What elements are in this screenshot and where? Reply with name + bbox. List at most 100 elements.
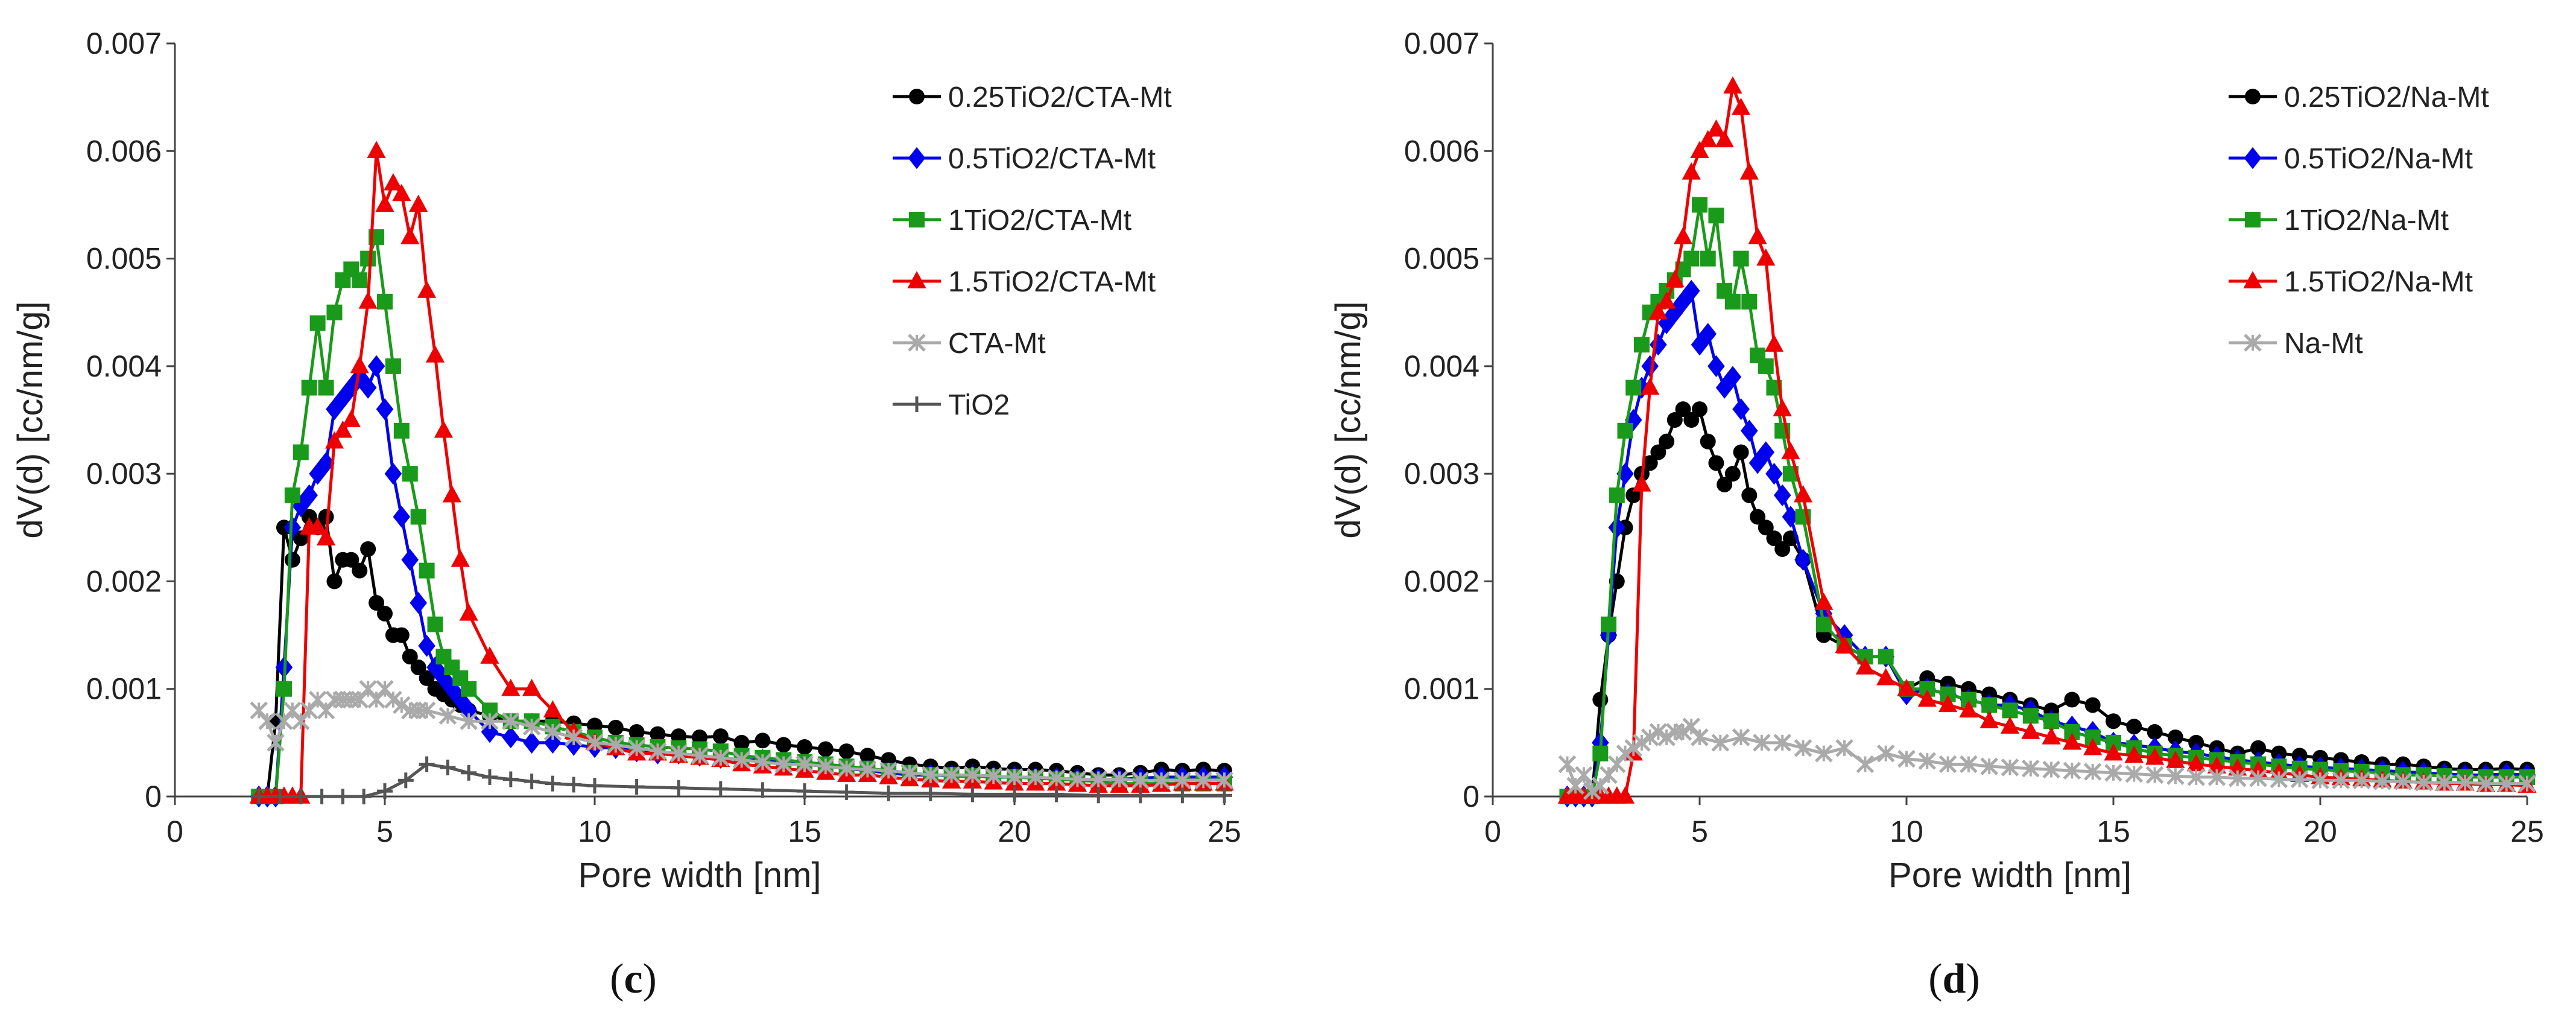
data-point — [817, 741, 834, 757]
data-point — [837, 759, 856, 778]
y-tick-label: 0.001 — [86, 672, 162, 706]
data-point — [1715, 130, 1734, 148]
data-point — [984, 767, 1002, 785]
data-point — [1708, 208, 1724, 224]
x-tick-label: 10 — [578, 815, 612, 848]
legend-marker — [2245, 212, 2261, 227]
series-TiO2 — [251, 756, 1232, 804]
data-point — [276, 681, 292, 697]
data-point — [964, 786, 981, 803]
axes: 0 0.001 0.002 0.003 0.004 0.005 0.006 0.007 0 5 10… — [1404, 27, 2544, 848]
data-point — [1753, 734, 1771, 752]
data-point — [1090, 787, 1107, 804]
data-point — [461, 681, 477, 697]
y-tick-label: 0.006 — [1404, 134, 1479, 168]
data-point — [459, 603, 478, 621]
data-point — [1665, 270, 1685, 287]
data-point — [1558, 755, 1577, 774]
legend: 0.25TiO2/Na-Mt 0.5TiO2/Na-Mt 1TiO2/Na-Mt 1.… — [2229, 81, 2489, 360]
data-point — [2167, 729, 2183, 745]
y-tick-label: 0 — [1463, 780, 1479, 813]
data-point — [1682, 279, 1700, 302]
data-point — [922, 785, 938, 801]
y-tick-label: 0.006 — [86, 134, 162, 168]
data-point — [314, 789, 330, 804]
data-point — [1897, 749, 1916, 768]
data-point — [317, 452, 335, 474]
data-point — [1591, 777, 1610, 795]
x-tick-label: 25 — [2510, 815, 2544, 848]
data-point — [284, 487, 300, 503]
data-point — [1217, 787, 1232, 804]
data-point — [1750, 509, 1766, 525]
legend-item: 1.5TiO2/Na-Mt — [2229, 266, 2473, 298]
data-point — [385, 358, 401, 374]
data-point — [1774, 541, 1791, 557]
data-point — [300, 484, 318, 506]
data-point — [1601, 616, 1617, 632]
data-point — [1959, 700, 1978, 718]
legend-label: 1.5TiO2/CTA-Mt — [948, 266, 1156, 298]
data-point — [1691, 728, 1709, 746]
data-point — [881, 785, 897, 801]
data-point — [1615, 786, 1635, 804]
data-point — [838, 743, 855, 760]
data-point — [755, 733, 771, 749]
data-point — [359, 679, 377, 698]
x-tick-label: 5 — [1691, 815, 1708, 848]
data-point — [400, 227, 420, 244]
data-point — [292, 495, 310, 517]
data-point — [419, 756, 435, 772]
data-point — [1732, 98, 1751, 115]
data-point — [393, 422, 410, 439]
data-point — [401, 548, 419, 571]
data-point — [1089, 770, 1107, 789]
legend-item: TiO2 — [893, 389, 1010, 421]
data-point — [2207, 756, 2227, 774]
data-point — [377, 605, 393, 622]
data-point — [502, 726, 520, 749]
x-tick-label: 15 — [788, 815, 821, 848]
data-point — [1855, 657, 1875, 675]
data-point — [1706, 119, 1726, 137]
data-point — [1732, 728, 1750, 746]
x-tick-label: 25 — [1207, 815, 1241, 848]
data-point — [1642, 455, 1658, 471]
data-point — [384, 690, 402, 709]
data-point — [796, 755, 814, 774]
data-point — [776, 737, 792, 753]
data-point — [1625, 380, 1642, 396]
chart-panel-c: 0 0.001 0.002 0.003 0.004 0.005 0.006 0.007 0 5 10… — [11, 27, 1241, 1002]
data-point — [859, 748, 876, 764]
data-point — [2414, 774, 2433, 792]
data-point — [1566, 777, 1584, 795]
axes: 0 0.001 0.002 0.003 0.004 0.005 0.006 0.007 0 5 10… — [86, 27, 1241, 848]
data-point — [272, 789, 288, 804]
data-point — [481, 720, 499, 743]
data-point — [1005, 768, 1024, 786]
data-point — [360, 250, 376, 267]
data-point — [1700, 250, 1716, 267]
data-point — [1758, 358, 1774, 374]
data-point — [1683, 250, 1700, 267]
data-point — [1758, 520, 1774, 536]
data-point — [417, 281, 437, 298]
panel-caption: (d) — [1928, 956, 1980, 1002]
legend-item: Na-Mt — [2229, 328, 2363, 360]
legend-label: 0.25TiO2/Na-Mt — [2284, 81, 2489, 113]
data-point — [2497, 774, 2516, 793]
data-point — [350, 355, 369, 374]
legend-item: 0.25TiO2/CTA-Mt — [893, 81, 1172, 113]
data-point — [410, 509, 426, 525]
data-point — [628, 778, 645, 795]
data-point — [2022, 759, 2040, 778]
data-point — [367, 355, 385, 378]
chart-panel-d: 0 0.001 0.002 0.003 0.004 0.005 0.006 0.007 0 5 10… — [1329, 27, 2544, 1002]
legend-marker — [2245, 89, 2261, 104]
data-point — [566, 777, 582, 793]
data-point — [1600, 766, 1618, 784]
data-point — [1793, 485, 1813, 503]
data-point — [300, 701, 318, 720]
data-point — [545, 775, 561, 792]
data-point — [2311, 771, 2329, 790]
